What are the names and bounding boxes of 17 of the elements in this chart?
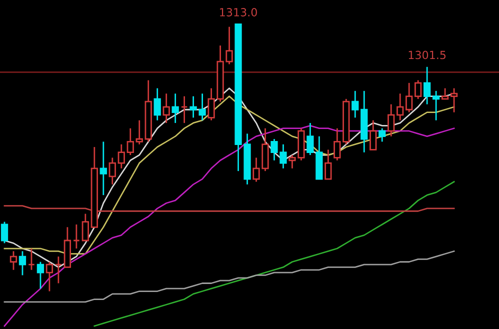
candlestick [172, 92, 179, 124]
annotation: 1301.5 [408, 50, 446, 60]
candlestick [424, 66, 431, 105]
candlestick [154, 88, 161, 121]
candlestick [388, 104, 395, 138]
candlestick [100, 140, 107, 196]
candlestick [396, 92, 404, 121]
annotation: 1313.0 [220, 8, 257, 16]
candlestick [162, 92, 170, 124]
candlestick [54, 256, 62, 284]
candlestick [432, 90, 440, 121]
candlestick [180, 96, 188, 124]
candlestick [118, 144, 125, 170]
candlestick [72, 224, 80, 250]
candlestick [360, 90, 368, 154]
candlestick [108, 157, 116, 186]
candlestick [352, 90, 359, 118]
